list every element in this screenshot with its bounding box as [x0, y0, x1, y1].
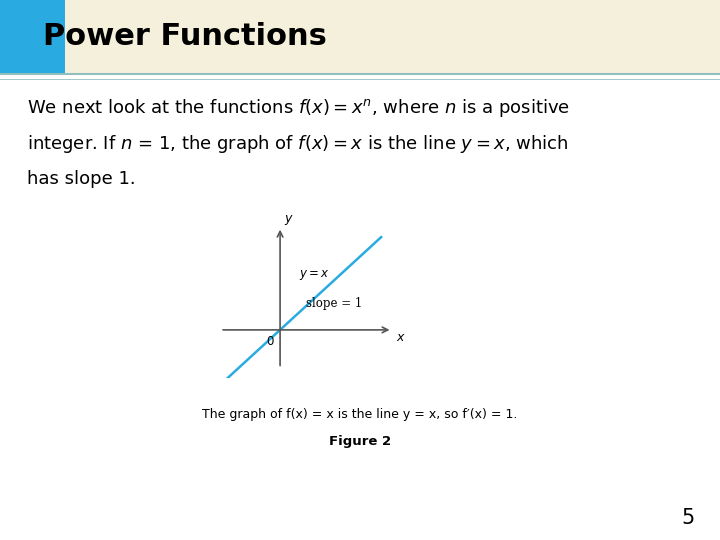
Text: y: y [284, 212, 292, 225]
Text: integer. If $n$ = 1, the graph of $f(x) = x$ is the line $y = x$, which: integer. If $n$ = 1, the graph of $f(x) … [27, 133, 569, 156]
Text: 5: 5 [682, 508, 695, 528]
Text: $y = x$: $y = x$ [299, 268, 330, 282]
Text: slope = 1: slope = 1 [306, 298, 363, 310]
Text: x: x [396, 331, 403, 345]
Bar [0, 0, 65, 73]
Text: Power Functions: Power Functions [43, 22, 327, 51]
Text: Figure 2: Figure 2 [329, 435, 391, 448]
Text: We next look at the functions $f(x) = x^n$, where $n$ is a positive: We next look at the functions $f(x) = x^… [27, 97, 570, 119]
Text: The graph of f(x) = x is the line y = x, so f′(x) = 1.: The graph of f(x) = x is the line y = x,… [202, 408, 518, 421]
Text: 0: 0 [266, 335, 274, 348]
Text: has slope 1.: has slope 1. [27, 170, 136, 187]
Bar [0, 0, 720, 73]
